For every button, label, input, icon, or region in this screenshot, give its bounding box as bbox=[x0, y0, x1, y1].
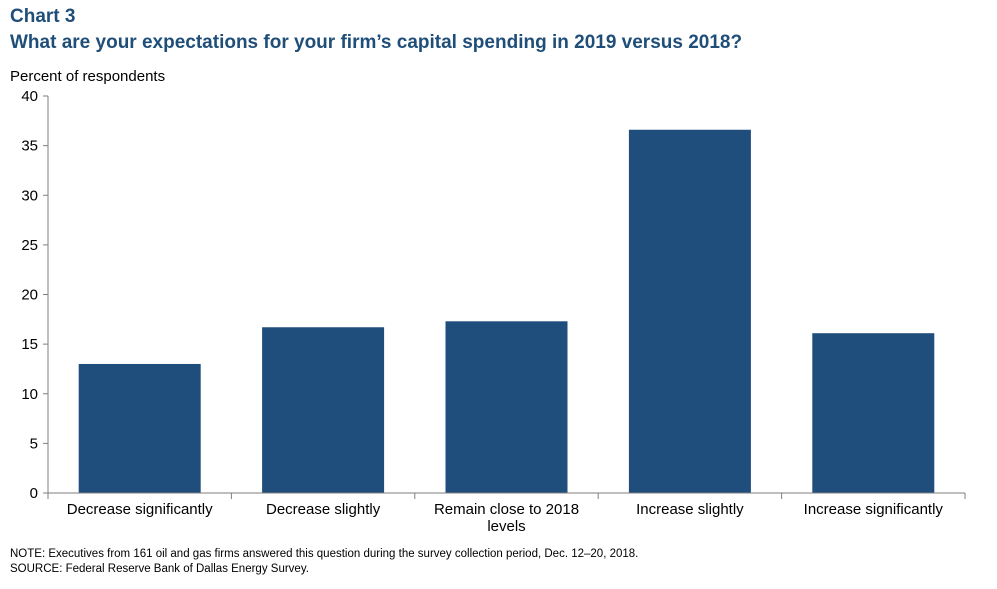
bar bbox=[78, 363, 201, 493]
x-tick-label: Increase significantly bbox=[804, 501, 944, 518]
x-tick-label: Decrease slightly bbox=[266, 501, 381, 518]
x-tick-label: Decrease significantly bbox=[67, 501, 213, 518]
bar bbox=[262, 327, 385, 493]
bar bbox=[628, 129, 751, 493]
y-tick-label: 40 bbox=[21, 88, 38, 105]
note-text: NOTE: Executives from 161 oil and gas fi… bbox=[10, 548, 639, 560]
y-tick-label: 15 bbox=[21, 336, 38, 353]
chart-number: Chart 3 bbox=[10, 6, 76, 27]
y-axis-label: Percent of respondents bbox=[10, 68, 166, 85]
y-tick-label: 35 bbox=[21, 138, 38, 155]
x-axis: Decrease significantly Decrease slightly R… bbox=[47, 492, 966, 535]
y-tick-label: 10 bbox=[21, 386, 38, 403]
y-tick-label: 5 bbox=[30, 435, 38, 452]
bar bbox=[445, 321, 568, 493]
bars bbox=[78, 129, 935, 493]
y-tick-label: 25 bbox=[21, 237, 38, 254]
bar bbox=[812, 333, 935, 493]
y-tick-label: 0 bbox=[30, 485, 38, 502]
y-tick-label: 30 bbox=[21, 187, 38, 204]
x-tick-label: Increase slightly bbox=[636, 501, 744, 518]
y-axis: 0 5 10 15 20 25 30 35 40 bbox=[21, 88, 49, 502]
y-tick-label: 20 bbox=[21, 287, 38, 304]
footnote: NOTE: Executives from 161 oil and gas fi… bbox=[10, 547, 638, 577]
x-tick-label: Remain close to 2018 levels bbox=[434, 501, 579, 535]
source-text: SOURCE: Federal Reserve Bank of Dallas E… bbox=[10, 563, 309, 575]
chart-title: What are your expectations for your firm… bbox=[10, 32, 743, 53]
